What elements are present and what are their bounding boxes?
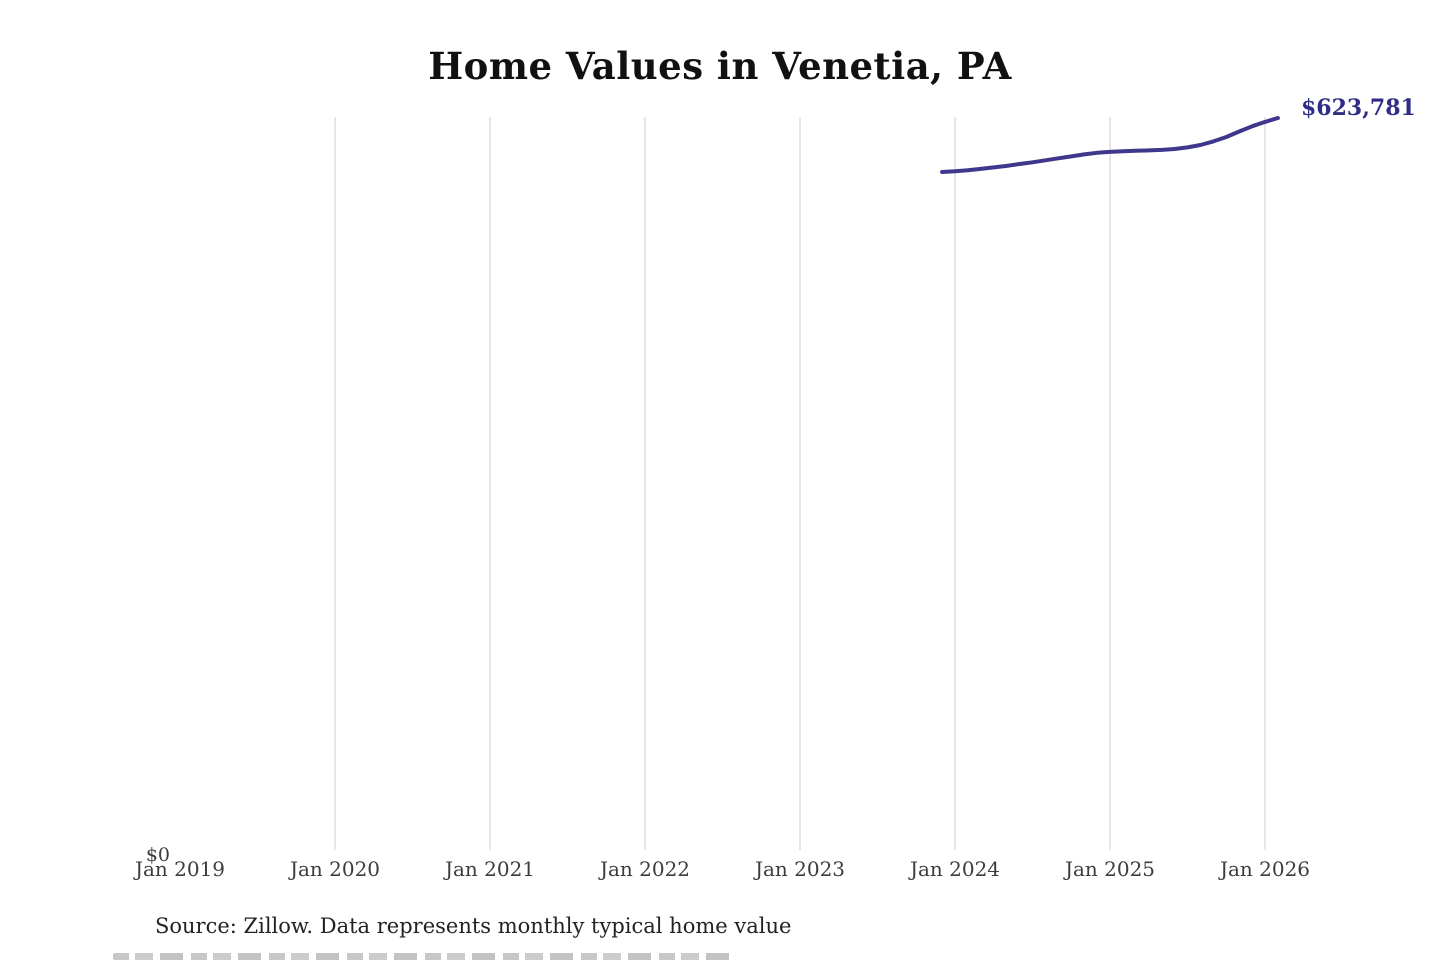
y-axis-zero-label: $0 [145, 844, 170, 866]
x-tick-label: Jan 2023 [754, 857, 846, 881]
x-tick-label: Jan 2022 [599, 857, 691, 881]
x-tick-label: Jan 2025 [1064, 857, 1156, 881]
x-tick-label: Jan 2024 [909, 857, 1001, 881]
clipped-text-strip [113, 953, 737, 960]
home-value-trend-line [940, 116, 1280, 174]
x-tick-label: Jan 2026 [1219, 857, 1311, 881]
chart-title: Home Values in Venetia, PA [428, 44, 1012, 88]
x-tick-label: Jan 2020 [289, 857, 381, 881]
x-tick-label: Jan 2019 [134, 857, 226, 881]
source-note: Source: Zillow. Data represents monthly … [155, 914, 792, 938]
latest-value-label: $623,781 [1301, 95, 1416, 121]
x-tick-label: Jan 2021 [444, 857, 536, 881]
